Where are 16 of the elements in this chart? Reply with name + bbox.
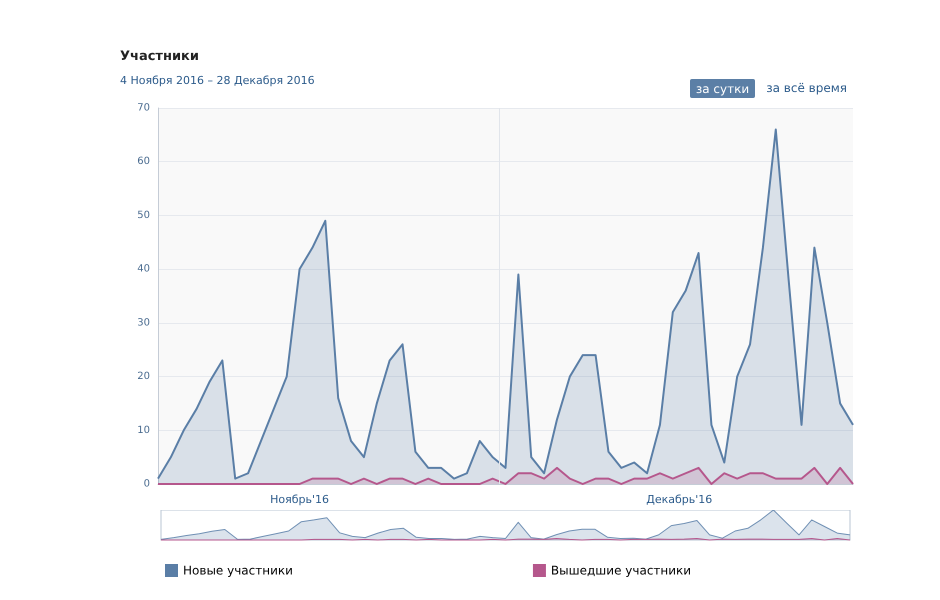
- y-tick-label: 30: [137, 317, 150, 328]
- y-tick-label: 60: [137, 156, 150, 168]
- x-tick-label: Ноябрь'16: [270, 493, 330, 506]
- x-tick-label: Декабрь'16: [646, 493, 712, 506]
- y-tick-label: 70: [137, 102, 150, 114]
- y-tick-label: 0: [144, 478, 150, 490]
- y-tick-label: 50: [137, 210, 150, 221]
- legend-label: Новые участники: [183, 564, 293, 578]
- y-tick-label: 10: [137, 424, 150, 436]
- y-tick-label: 20: [137, 371, 150, 382]
- chart-title: Участники: [120, 49, 199, 64]
- y-tick-label: 40: [137, 264, 150, 275]
- text: за сутки: [696, 82, 750, 96]
- chart-subtitle: 4 Ноября 2016 – 28 Декабря 2016: [120, 74, 315, 87]
- text: за всё время: [766, 81, 848, 95]
- legend-label: Вышедшие участники: [550, 564, 692, 578]
